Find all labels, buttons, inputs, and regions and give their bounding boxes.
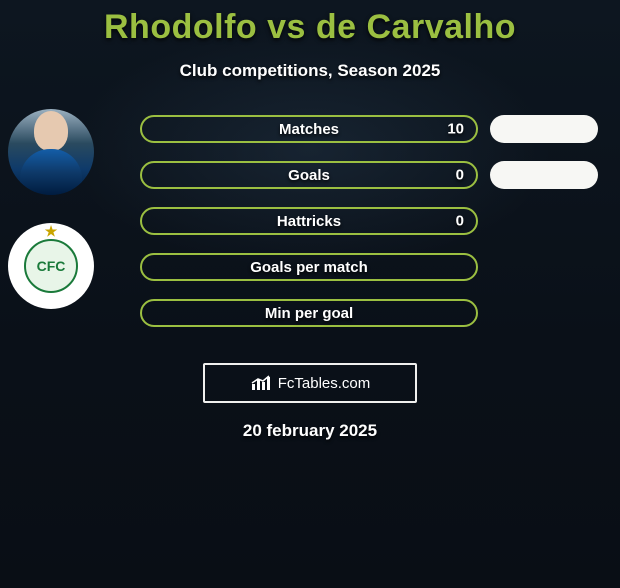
stats-area: CFC Matches 10 Goals 0 Hattricks 0 Goals… — [0, 115, 620, 345]
stat-label: Goals — [288, 167, 330, 184]
stat-label: Min per goal — [265, 305, 353, 322]
comparison-date: 20 february 2025 — [0, 421, 620, 441]
stat-pill-right — [490, 161, 598, 189]
barline-chart-icon — [250, 374, 274, 392]
club-badge: CFC — [24, 239, 78, 293]
stat-label: Hattricks — [277, 213, 341, 230]
stat-pill-left: Min per goal — [140, 299, 478, 327]
stat-value-left: 0 — [456, 213, 464, 230]
stat-label: Matches — [279, 121, 339, 138]
stat-row-min-per-goal: Min per goal — [140, 299, 478, 327]
stat-pill-left: Matches 10 — [140, 115, 478, 143]
stat-pill-left: Goals 0 — [140, 161, 478, 189]
stat-label: Goals per match — [250, 259, 368, 276]
stat-row-goals-per-match: Goals per match — [140, 253, 478, 281]
season-subtitle: Club competitions, Season 2025 — [0, 61, 620, 81]
stat-value-left: 0 — [456, 167, 464, 184]
stat-value-left: 10 — [447, 121, 464, 138]
player-avatar — [8, 109, 94, 195]
club-avatar: CFC — [8, 223, 94, 309]
stat-pill-left: Goals per match — [140, 253, 478, 281]
brand-text: FcTables.com — [278, 375, 371, 392]
comparison-title: Rhodolfo vs de Carvalho — [0, 8, 620, 47]
stat-pill-right — [490, 115, 598, 143]
stat-row-goals: Goals 0 — [140, 161, 478, 189]
brand-footer: FcTables.com — [203, 363, 417, 403]
stat-row-matches: Matches 10 — [140, 115, 478, 143]
stat-pill-left: Hattricks 0 — [140, 207, 478, 235]
stat-row-hattricks: Hattricks 0 — [140, 207, 478, 235]
